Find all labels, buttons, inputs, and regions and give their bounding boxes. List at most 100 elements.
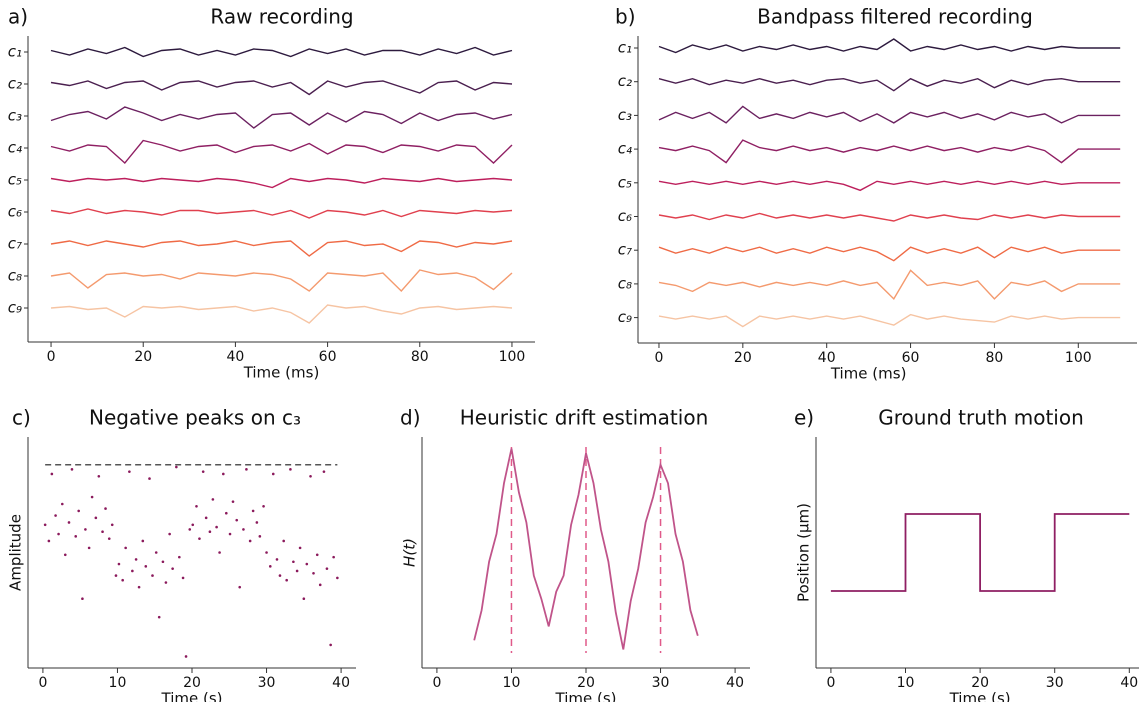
peak-dot [70, 468, 74, 471]
channel-label: c₈ [8, 267, 22, 285]
channel-label: c₈ [618, 274, 632, 292]
x-tick-label: 40 [226, 349, 244, 365]
peak-dot [94, 516, 98, 520]
x-tick-label: 40 [726, 675, 744, 691]
x-tick-label: 20 [134, 349, 152, 365]
x-tick-label: 0 [38, 675, 47, 691]
channel-label: c₇ [8, 235, 22, 253]
trace [50, 304, 513, 324]
panel-label: c) [12, 406, 31, 430]
trace [50, 139, 513, 165]
peak-dot [117, 562, 121, 566]
peak-dot [325, 567, 329, 570]
panel-label: b) [615, 5, 636, 29]
peak-dot [295, 569, 299, 573]
peak-dot [262, 505, 265, 508]
peak-dot [107, 537, 111, 540]
peak-dot [242, 528, 245, 531]
peak-dot [151, 574, 154, 577]
chart-title: Ground truth motion [878, 406, 1084, 430]
x-tick-label: 60 [319, 349, 337, 365]
peak-dot [131, 569, 134, 573]
chart-title: Raw recording [210, 5, 353, 29]
peak-dot [134, 558, 138, 561]
peak-dot [184, 655, 188, 658]
peak-dot [47, 539, 51, 543]
x-tick-label: 20 [971, 675, 989, 691]
x-tick-label: 40 [818, 350, 836, 366]
trace [50, 46, 513, 58]
peak-dot [208, 530, 212, 534]
trace [50, 80, 513, 96]
channel-label: c₄ [8, 139, 22, 157]
chart-title: Negative peaks on c₃ [89, 406, 301, 430]
peak-dot [231, 500, 235, 503]
channel-label: c₃ [618, 106, 632, 124]
peak-dot [54, 514, 57, 517]
peak-dot [87, 546, 91, 550]
peak-dot [90, 495, 94, 499]
x-axis-label: Time (ms) [830, 365, 907, 383]
peak-dot [336, 576, 339, 580]
peak-dot [238, 585, 242, 589]
peak-dot [322, 470, 326, 473]
channel-label: c₆ [618, 207, 632, 225]
channel-label: c₃ [8, 107, 22, 125]
x-tick-label: 30 [652, 675, 670, 691]
x-axis-label: Time (s) [949, 690, 1011, 702]
trace [658, 180, 1121, 192]
trace [50, 106, 513, 129]
trace [658, 246, 1121, 262]
peak-dot [245, 468, 248, 471]
channel-label: c₂ [8, 75, 22, 93]
peak-dot [50, 472, 54, 476]
peak-dot [181, 576, 185, 580]
x-tick-label: 0 [432, 675, 441, 691]
peak-dot [305, 562, 309, 566]
chart-title: Heuristic drift estimation [460, 406, 709, 430]
channel-label: c₅ [8, 171, 22, 189]
peak-dot [97, 474, 101, 478]
peak-dot [124, 546, 127, 550]
x-tick-label: 20 [577, 675, 595, 691]
peak-dot [204, 516, 208, 520]
peak-dot [235, 518, 239, 522]
peak-dot [101, 530, 104, 534]
peak-dot [161, 560, 165, 564]
peak-dot [43, 523, 47, 527]
channel-label: c₉ [618, 308, 632, 326]
x-tick-label: 100 [499, 349, 526, 365]
x-tick-label: 10 [109, 675, 127, 691]
x-axis-label: Time (ms) [243, 364, 320, 382]
channel-label: c₁ [8, 43, 22, 61]
y-axis-label: Position (µm) [795, 503, 813, 602]
chart-title: Bandpass filtered recording [757, 5, 1033, 29]
peak-dot [168, 532, 171, 536]
peak-dot [114, 574, 118, 577]
peak-dot [275, 558, 279, 561]
peak-dot [144, 565, 148, 568]
peak-dot [67, 521, 71, 524]
peak-dot [175, 465, 178, 469]
peak-dot [228, 532, 232, 536]
x-axis-label: Time (s) [555, 690, 617, 702]
trace [50, 240, 513, 257]
peak-dot [57, 532, 60, 536]
x-tick-label: 10 [503, 675, 521, 691]
x-tick-label: 40 [332, 675, 350, 691]
peak-dot [81, 597, 84, 600]
x-tick-label: 20 [734, 350, 752, 366]
y-axis-label: H(t) [401, 538, 419, 567]
trace [830, 513, 1130, 592]
peak-dot [292, 560, 295, 564]
peak-dot [188, 528, 192, 531]
peak-dot [218, 551, 221, 554]
peak-dot [332, 555, 335, 559]
trace [658, 38, 1121, 54]
x-tick-label: 80 [411, 349, 429, 365]
peak-dot [104, 507, 107, 510]
peak-dot [215, 525, 218, 529]
trace [658, 212, 1121, 222]
channel-label: c₂ [618, 72, 632, 90]
peak-dot [84, 528, 87, 531]
